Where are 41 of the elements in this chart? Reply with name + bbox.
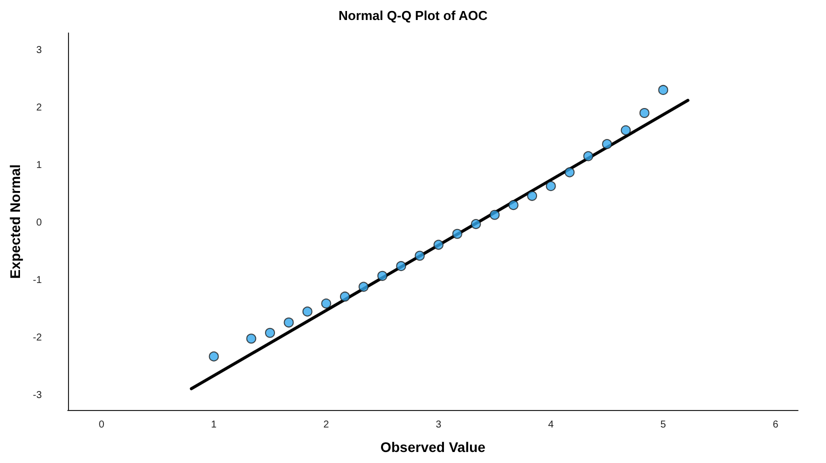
y-tick-label: -3 [32,390,42,402]
chart-title: Normal Q-Q Plot of AOC [338,8,488,23]
point [321,298,332,309]
point [564,167,575,178]
x-tick-label: 0 [98,420,105,430]
point [639,108,650,118]
y-tick-label: 0 [36,217,42,228]
x-tick-label: 5 [660,420,666,430]
point [583,151,594,162]
point [208,351,219,362]
point [602,139,612,150]
point [434,240,444,250]
point [508,200,518,210]
x-axis-title: Observed Value [380,439,486,455]
x-tick-label: 3 [436,420,442,430]
y-tick-label: -1 [32,274,42,286]
point [452,228,462,239]
y-tick-label: -2 [32,332,42,344]
point [396,261,406,272]
y-tick-label: 2 [36,102,42,114]
point [358,282,369,292]
point [527,190,538,201]
x-tick-label: 4 [548,420,554,430]
point [340,292,350,302]
x-tick-label: 6 [772,420,779,430]
point [246,334,256,344]
point [658,84,668,95]
y-tick-label: 3 [36,44,42,56]
point [284,318,294,328]
y-tick-label: 1 [36,160,42,171]
y-axis-title: Expected Normal [7,164,23,279]
point [470,219,481,230]
point [546,181,556,192]
x-tick-label: 2 [323,420,330,430]
point [377,270,388,281]
point [490,210,500,220]
x-tick-label: 1 [211,420,218,430]
point [620,125,631,136]
point [265,328,276,338]
point [302,306,312,317]
point [414,250,425,261]
